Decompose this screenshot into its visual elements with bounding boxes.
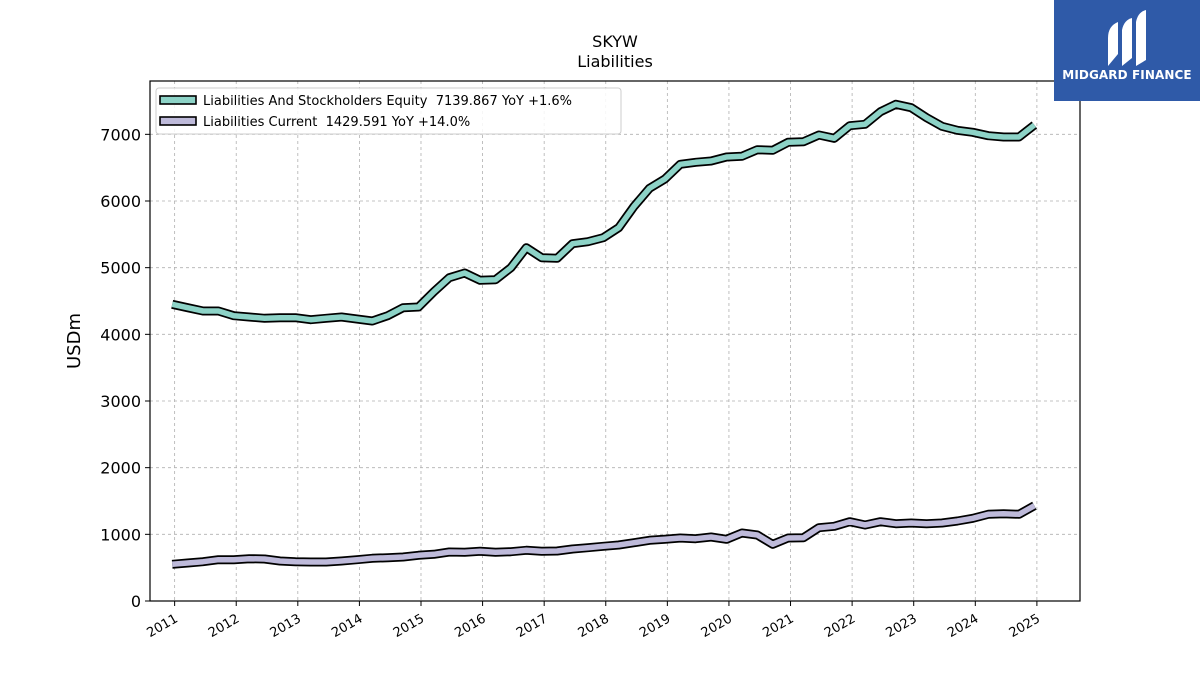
x-tick-label: 2011 (144, 611, 180, 641)
y-tick-label: 1000 (100, 525, 141, 544)
plot-frame (149, 80, 1081, 602)
brand-logo: MIDGARD FINANCE (1054, 0, 1200, 101)
x-tick-label: 2018 (576, 611, 612, 641)
chart-title: SKYW (592, 32, 638, 51)
y-tick-label: 0 (131, 592, 141, 611)
legend-label-1: Liabilities And Stockholders Equity 7139… (203, 94, 572, 109)
x-tick-label: 2014 (329, 611, 365, 641)
x-tick-label: 2019 (637, 611, 673, 641)
series-1-outline (171, 99, 1038, 326)
x-tick-label: 2013 (268, 611, 304, 641)
y-tick-label: 2000 (100, 459, 141, 478)
y-axis: 0 1000 2000 3000 4000 5000 6000 7000 (100, 125, 150, 611)
y-axis-label: USDm (64, 313, 85, 369)
x-tick-label: 2025 (1007, 611, 1043, 641)
chart-subtitle: Liabilities (577, 52, 653, 71)
logo-text: MIDGARD FINANCE (1062, 68, 1192, 82)
legend-label-2: Liabilities Current 1429.591 YoY +14.0% (203, 115, 470, 130)
y-tick-label: 5000 (100, 259, 141, 278)
x-tick-label: 2022 (822, 611, 858, 641)
logo-mark-icon (1108, 10, 1146, 66)
legend-swatch-1 (159, 95, 197, 105)
y-tick-label: 3000 (100, 392, 141, 411)
x-tick-label: 2024 (945, 611, 981, 641)
x-tick-label: 2023 (884, 611, 920, 641)
y-tick-label: 4000 (100, 325, 141, 344)
series-2-outline (171, 501, 1037, 569)
x-tick-label: 2015 (391, 611, 427, 641)
x-axis: 2011 2012 2013 2014 2015 2016 2017 2018 2019 2020… (144, 601, 1043, 641)
x-tick-label: 2016 (452, 611, 488, 641)
x-tick-label: 2020 (699, 611, 735, 641)
series-lines (171, 99, 1038, 569)
x-tick-label: 2017 (514, 611, 550, 641)
grid-lines (150, 81, 1080, 601)
y-tick-label: 7000 (100, 125, 141, 144)
x-tick-label: 2021 (760, 611, 796, 641)
x-tick-label: 2012 (206, 611, 242, 641)
y-tick-label: 6000 (100, 192, 141, 211)
legend-swatch-2 (159, 116, 197, 126)
series-2-line (171, 503, 1036, 568)
series-1-line (171, 101, 1037, 324)
legend: Liabilities And Stockholders Equity 7139… (155, 87, 622, 135)
legend-box (155, 87, 622, 135)
